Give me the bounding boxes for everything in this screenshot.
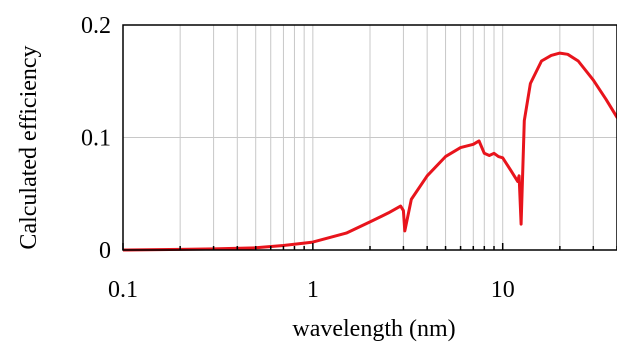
y-tick-label: 0: [99, 238, 111, 264]
x-axis-title: wavelength (nm): [292, 316, 455, 342]
efficiency-series-line: [123, 51, 617, 252]
axis-ticks: [122, 243, 617, 250]
y-tick-label: 0.1: [81, 126, 111, 152]
x-tick-label: 10: [491, 277, 515, 303]
y-axis-title: Calculated efficiency: [16, 45, 42, 249]
y-tick-label: 0.2: [81, 13, 111, 39]
series-layer: [123, 51, 617, 252]
x-tick-label: 1: [307, 277, 319, 303]
grid: [123, 25, 617, 250]
tick-labels: 0.1 1 10 0 0.1 0.2: [81, 13, 515, 303]
x-tick-label: 0.1: [108, 277, 138, 303]
